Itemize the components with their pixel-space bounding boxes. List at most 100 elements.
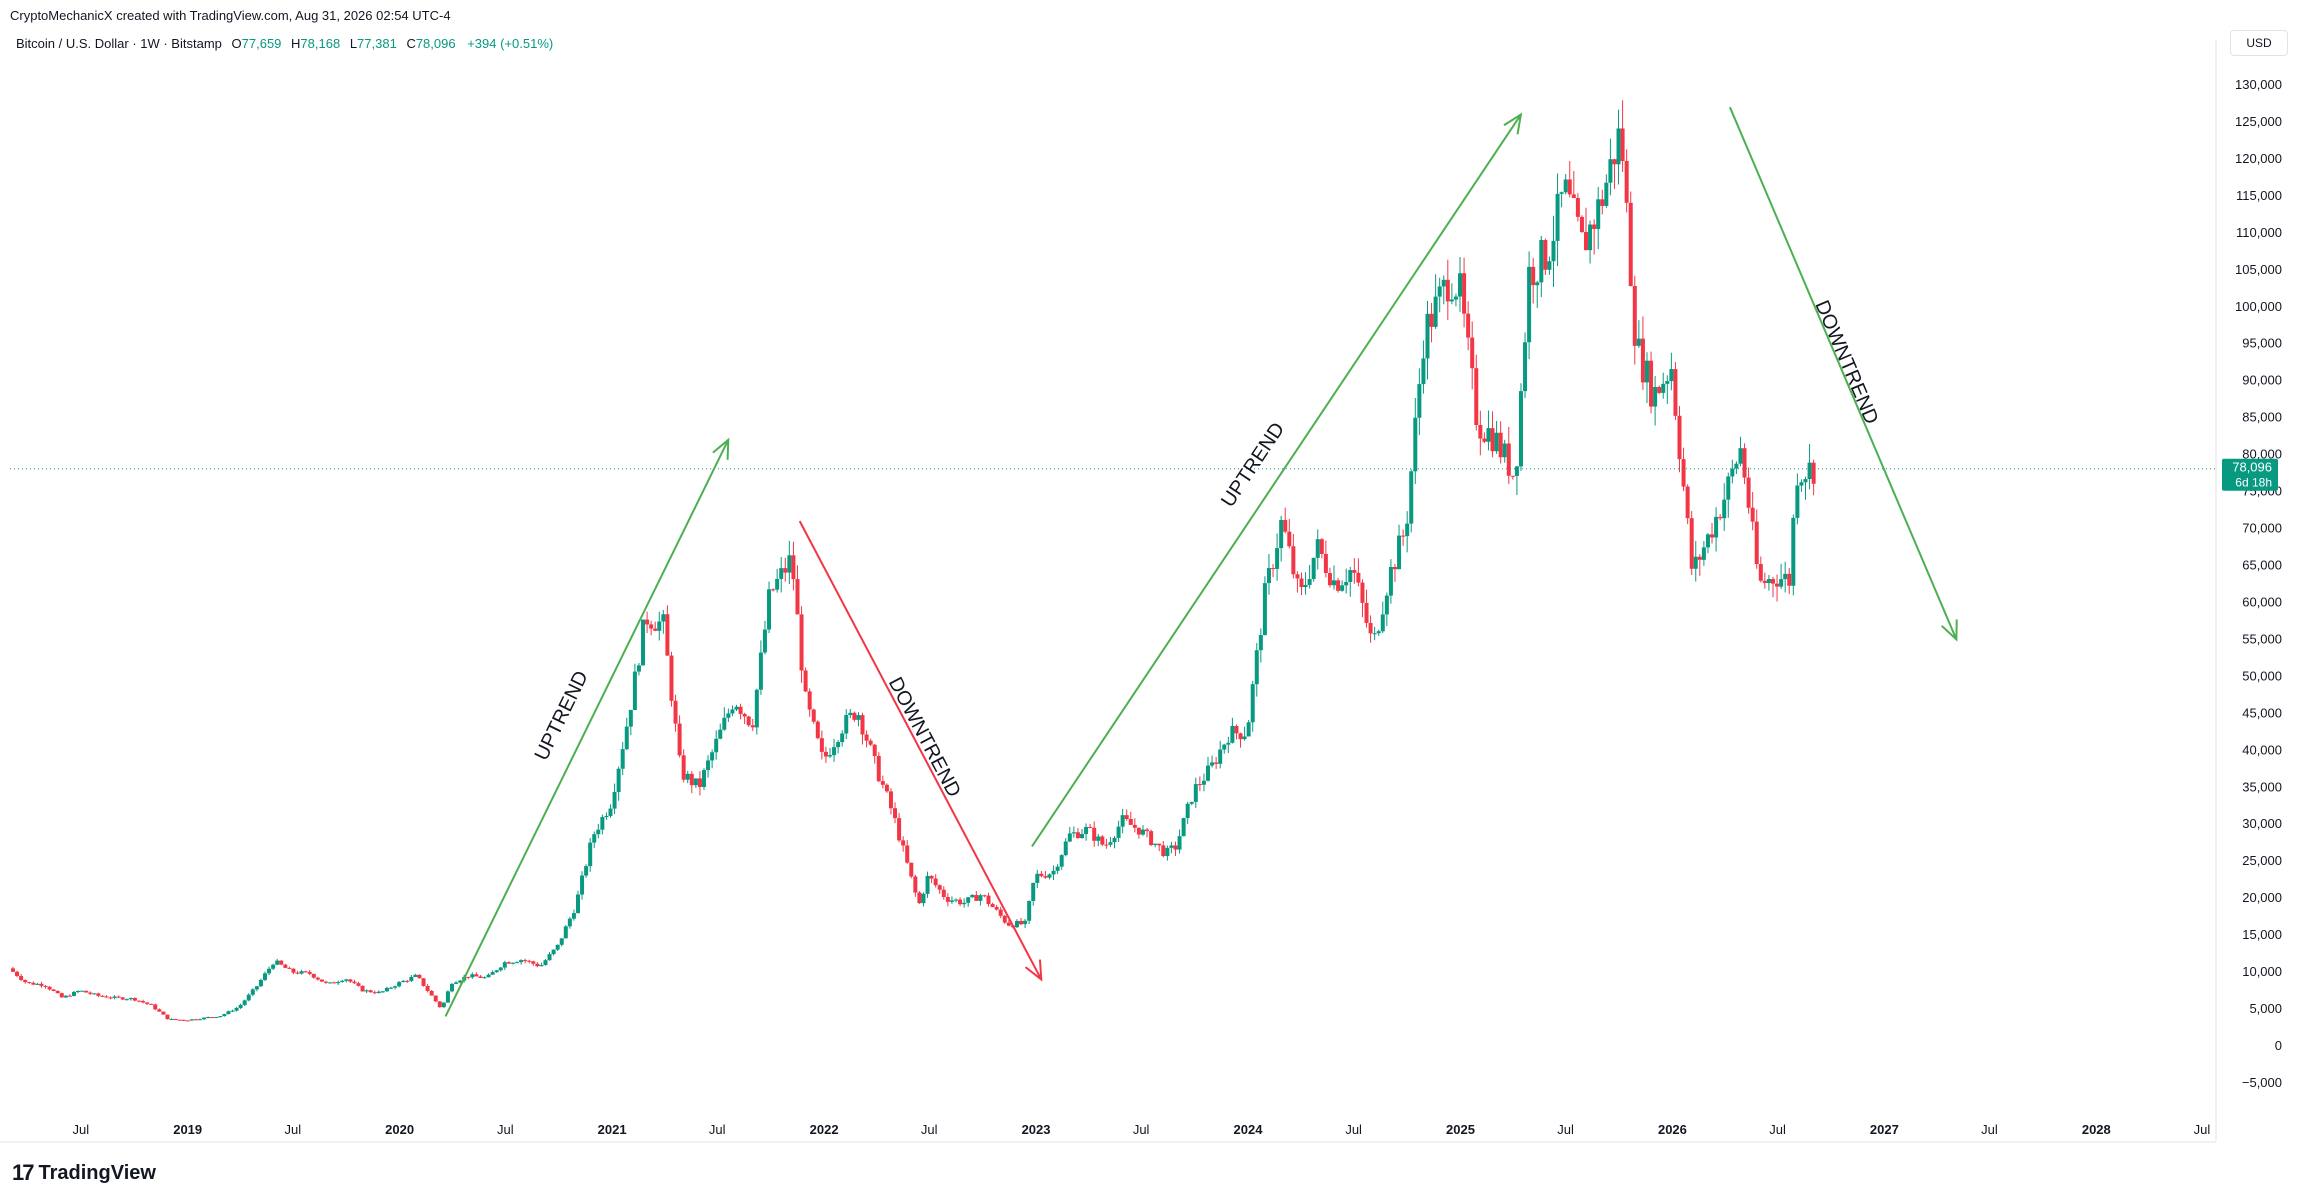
symbol-title[interactable]: Bitcoin / U.S. Dollar · 1W · Bitstamp	[16, 36, 222, 51]
candle-body	[35, 983, 40, 985]
candle-body	[929, 875, 934, 879]
y-tick-label: 15,000	[2242, 927, 2282, 942]
candle-body	[1592, 224, 1597, 229]
y-axis[interactable]: −5,000 0 5,000 10,000 15,000 20,000 25,000 30,0…	[2215, 40, 2282, 1140]
candle-body	[254, 986, 259, 990]
candle-body	[1710, 534, 1715, 538]
candle-body	[502, 962, 507, 968]
candle-body	[722, 717, 727, 730]
trend-arrow-line[interactable]	[1729, 106, 1958, 640]
candle-body	[466, 976, 471, 978]
candle-body	[1730, 468, 1735, 477]
candle-body	[242, 1000, 247, 1005]
trend-arrow-line[interactable]	[444, 439, 730, 1017]
candle-body	[445, 991, 450, 1003]
candle-body	[1051, 870, 1056, 875]
candle-body	[1498, 432, 1503, 458]
candle-body	[734, 706, 739, 710]
candle-body	[1071, 832, 1076, 834]
candle-body	[990, 904, 995, 908]
candle-body	[1218, 749, 1223, 764]
trend-annotation-label: DOWNTREND	[1810, 297, 1882, 427]
candle-body	[1315, 539, 1320, 558]
candle-body	[1766, 579, 1771, 584]
y-tick-label: 90,000	[2242, 373, 2282, 388]
candle-body	[1762, 580, 1767, 584]
candle-body	[1258, 635, 1263, 651]
candle-body	[1092, 827, 1097, 841]
candle-body	[620, 749, 625, 769]
candle-body	[67, 995, 72, 997]
symbol-ohlc-legend: Bitcoin / U.S. Dollar · 1W · Bitstamp O7…	[16, 36, 553, 51]
currency-unit-button[interactable]: USD	[2230, 30, 2288, 56]
candle-body	[153, 1004, 158, 1010]
candle-body	[1779, 579, 1784, 587]
candle-body	[1791, 517, 1796, 586]
candle-body	[1075, 832, 1080, 839]
x-tick-label: 2019	[173, 1122, 202, 1137]
candle-body	[1616, 128, 1621, 165]
candle-body	[1458, 273, 1463, 297]
candle-body	[71, 991, 76, 996]
candle-body	[1661, 383, 1666, 393]
trend-arrow-line[interactable]	[798, 520, 1043, 980]
candle-body	[1527, 266, 1532, 343]
candle-body	[1417, 384, 1422, 418]
candle-body	[787, 555, 792, 573]
candle-body	[1486, 428, 1491, 442]
candle-body	[1722, 499, 1727, 519]
candle-body	[1055, 866, 1060, 871]
candle-body	[1551, 240, 1556, 262]
candle-body	[1783, 573, 1788, 580]
candle-body	[23, 979, 28, 983]
candle-body	[1332, 580, 1337, 586]
candle-body	[600, 817, 605, 830]
candle-body	[1445, 279, 1450, 302]
x-axis[interactable]: Jul 2019 Jul 2020 Jul 2021 Jul 2022 Jul 2023 Jul 20…	[0, 1122, 2216, 1143]
candle-body	[819, 738, 824, 752]
candle-body	[1193, 784, 1198, 802]
candle-body	[762, 629, 767, 653]
candle-body	[490, 972, 495, 975]
candle-body	[1539, 239, 1544, 283]
x-tick-label: 2025	[1446, 1122, 1475, 1137]
candle-body	[897, 818, 902, 841]
candle-body	[1644, 360, 1649, 383]
candle-body	[1665, 381, 1670, 384]
chart-credit: CryptoMechanicX created with TradingView…	[10, 8, 451, 23]
candle-body	[1124, 815, 1129, 820]
candle-body	[1649, 360, 1654, 407]
candle-body	[303, 971, 308, 973]
candle-body	[311, 973, 316, 978]
x-tick-label: Jul	[1133, 1122, 1150, 1137]
candle-body	[563, 926, 568, 939]
candle-body	[149, 1003, 154, 1005]
candle-body	[1116, 826, 1121, 838]
candle-body	[962, 902, 967, 905]
candle-body	[1795, 485, 1800, 518]
candle-body	[433, 995, 438, 1002]
candle-body	[486, 974, 491, 978]
y-tick-label: 55,000	[2242, 631, 2282, 646]
candle-body	[425, 985, 430, 991]
candle-body	[1758, 564, 1763, 581]
candle-body	[417, 974, 422, 979]
candle-body	[742, 713, 747, 717]
candle-body	[1165, 847, 1170, 857]
candle-body	[323, 981, 328, 983]
candle-body	[1027, 901, 1032, 921]
tradingview-logo[interactable]: 17 TradingView	[12, 1160, 156, 1186]
candle-body	[1352, 570, 1357, 573]
y-tick-label: 130,000	[2235, 77, 2282, 92]
trend-arrow-line[interactable]	[1031, 114, 1522, 847]
candle-body	[169, 1019, 174, 1021]
candle-body	[982, 895, 987, 897]
candle-body	[1112, 837, 1117, 843]
candle-body	[539, 965, 544, 967]
candle-body	[701, 770, 706, 787]
candle-body	[263, 973, 268, 980]
x-tick-label: 2026	[1658, 1122, 1687, 1137]
candle-body	[1600, 199, 1605, 206]
candle-body	[848, 712, 853, 716]
